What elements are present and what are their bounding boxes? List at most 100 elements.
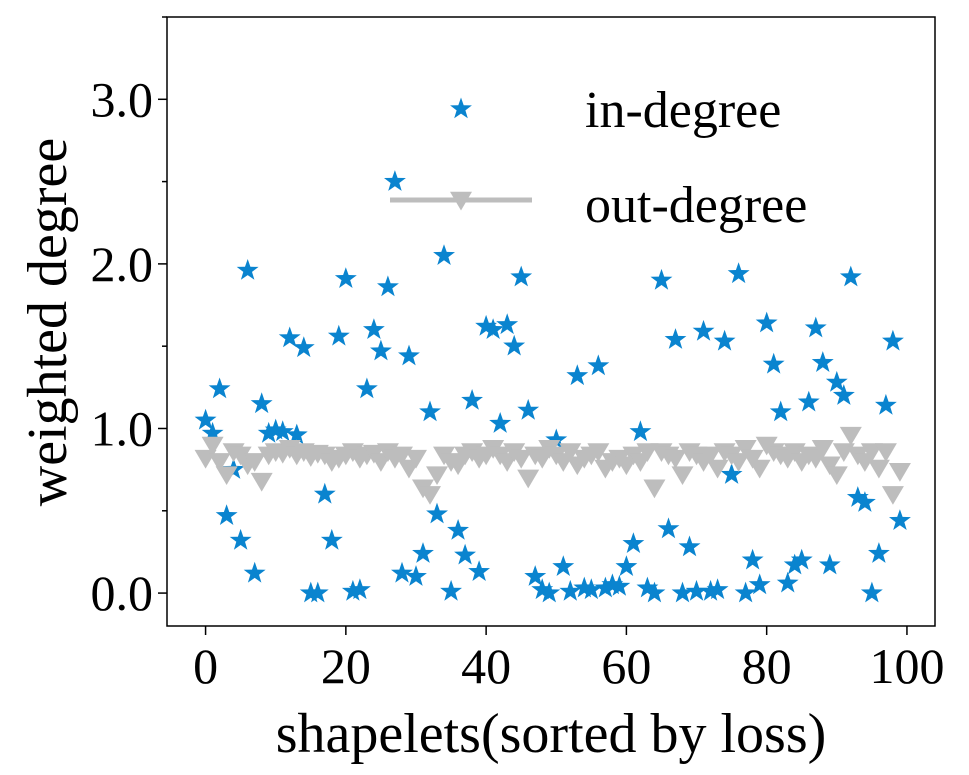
x-tick-label: 20 [321, 638, 371, 694]
out-degree-point [587, 443, 610, 462]
in-degree-point [398, 344, 420, 366]
in-degree-point [727, 262, 750, 284]
in-degree-point [306, 581, 329, 603]
in-degree-point [363, 318, 385, 339]
in-degree-point [236, 259, 259, 280]
out-degree-point [243, 453, 266, 472]
in-degree-point [440, 579, 462, 601]
y-tick-label: 2.0 [91, 236, 154, 292]
in-degree-point [608, 575, 631, 596]
in-degree-point [594, 576, 617, 598]
in-degree-point [341, 579, 364, 601]
series-in-degree [194, 170, 911, 603]
out-degree-point [215, 466, 238, 486]
in-degree-point [208, 377, 231, 399]
x-tick-label: 40 [461, 638, 511, 694]
x-tick-label: 80 [742, 638, 792, 694]
in-degree-point [271, 420, 294, 442]
in-degree-point [875, 393, 897, 415]
plot-area [166, 16, 936, 627]
in-degree-point [320, 528, 343, 550]
in-degree-point [426, 502, 448, 524]
in-degree-point [868, 542, 890, 563]
out-degree-point [741, 449, 764, 469]
in-degree-point [419, 400, 441, 422]
in-degree-point [489, 412, 512, 433]
out-degree-point [881, 486, 904, 505]
in-degree-point [832, 384, 855, 405]
out-degree-point [825, 466, 848, 486]
in-degree-point [706, 578, 729, 600]
out-degree-point [699, 446, 722, 466]
in-degree-point [889, 509, 911, 530]
in-degree-point [839, 265, 862, 287]
out-degree-point [839, 426, 862, 446]
in-degree-point [524, 565, 547, 586]
in-degree-point [250, 392, 273, 414]
in-degree-point [643, 581, 666, 603]
in-degree-point [327, 324, 350, 346]
in-degree-point [356, 377, 378, 399]
in-degree-point [545, 428, 568, 450]
in-degree-point [769, 400, 792, 422]
in-degree-point [811, 351, 834, 372]
in-degree-point [657, 517, 680, 539]
in-degree-point [194, 408, 217, 430]
in-degree-point [433, 244, 455, 265]
y-axis: 0.0 1.0 2.0 3.0 [91, 16, 167, 621]
legend-star-marker [450, 97, 472, 119]
out-degree-point [727, 453, 750, 472]
in-degree-point [278, 326, 301, 348]
legend-triangle-down-icon [390, 191, 532, 211]
in-degree-point [671, 581, 694, 603]
in-degree-point [412, 542, 434, 563]
in-degree-point [622, 532, 645, 553]
y-tick-label: 1.0 [91, 400, 154, 456]
in-degree-point [755, 311, 778, 333]
in-degree-point [243, 561, 266, 583]
in-degree-point [348, 578, 371, 600]
out-degree-point [811, 439, 834, 459]
in-degree-point [566, 364, 589, 386]
in-degree-point [797, 390, 820, 412]
in-degree-point [615, 555, 638, 576]
legend-triangle-marker [450, 191, 472, 211]
out-degree-point [664, 449, 687, 469]
legend-star-icon [450, 97, 472, 119]
in-degree-point [215, 504, 238, 525]
x-tick-label: 60 [601, 638, 651, 694]
in-degree-point [846, 486, 869, 507]
out-degree-point [426, 466, 449, 486]
out-degree-point [748, 459, 771, 479]
in-degree-point [292, 336, 315, 358]
out-degree-point [671, 466, 694, 486]
in-degree-point [580, 578, 603, 600]
in-degree-point [825, 370, 848, 392]
series-layer [194, 170, 911, 603]
in-degree-point [804, 316, 827, 338]
in-degree-point [334, 267, 357, 288]
out-degree-point [734, 439, 757, 459]
in-degree-point [685, 579, 708, 601]
out-degree-point [201, 436, 224, 456]
in-degree-point [229, 528, 252, 550]
in-degree-point [818, 553, 841, 575]
in-degree-point [699, 579, 722, 601]
in-degree-point [741, 548, 764, 570]
in-degree-point [257, 421, 280, 443]
out-degree-point [419, 486, 442, 505]
out-degree-point [888, 463, 911, 482]
in-degree-point [482, 318, 505, 339]
in-degree-point [720, 463, 743, 484]
x-axis: 0 20 40 60 80 100 [193, 626, 944, 694]
x-axis-label: shapelets(sorted by loss) [276, 703, 827, 765]
in-degree-point [650, 268, 673, 290]
in-degree-point [468, 560, 490, 581]
y-axis-label: weighted degree [17, 138, 79, 506]
out-degree-point [559, 443, 582, 462]
out-degree-point [818, 456, 841, 476]
in-degree-point [313, 482, 336, 504]
in-degree-point [559, 579, 582, 601]
in-degree-point [496, 313, 519, 335]
in-degree-point [734, 581, 757, 603]
